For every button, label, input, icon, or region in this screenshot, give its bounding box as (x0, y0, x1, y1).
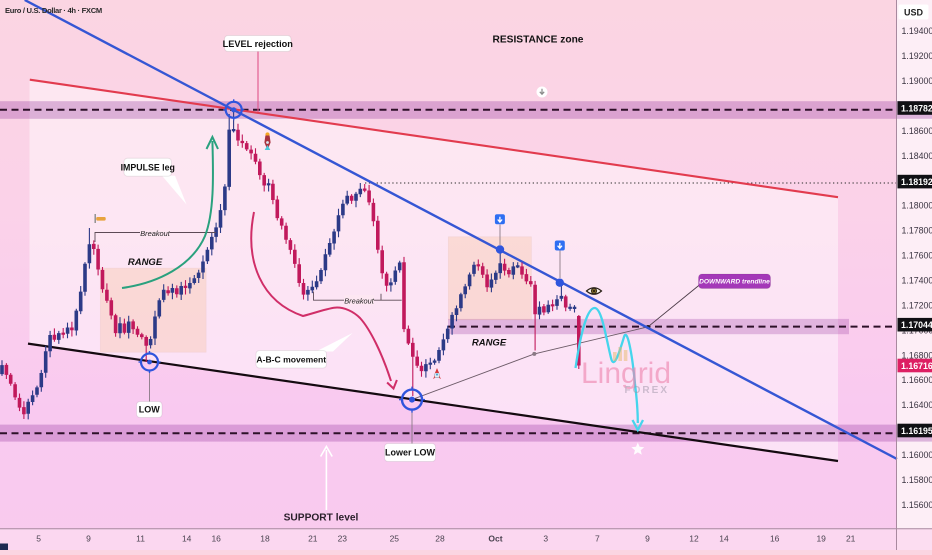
svg-text:1.16716: 1.16716 (901, 361, 932, 371)
svg-text:1.16195: 1.16195 (901, 426, 932, 436)
svg-text:16: 16 (211, 534, 221, 544)
svg-text:1.19200: 1.19200 (902, 51, 932, 61)
svg-text:RANGE: RANGE (128, 257, 163, 268)
svg-text:LOW: LOW (139, 405, 160, 415)
svg-text:Euro / U.S. Dollar · 4h · FXCM: Euro / U.S. Dollar · 4h · FXCM (5, 6, 102, 15)
svg-text:IMPULSE leg: IMPULSE leg (121, 162, 175, 172)
svg-text:Lower LOW: Lower LOW (385, 448, 436, 458)
svg-text:1.19000: 1.19000 (902, 76, 932, 86)
svg-text:Breakout: Breakout (344, 297, 375, 306)
svg-text:12: 12 (689, 534, 699, 544)
svg-text:1.16600: 1.16600 (902, 375, 932, 385)
svg-text:Breakout: Breakout (140, 229, 171, 238)
svg-text:1.17400: 1.17400 (902, 276, 932, 286)
svg-text:Oct: Oct (488, 534, 502, 544)
svg-text:1.16400: 1.16400 (902, 400, 932, 410)
svg-text:14: 14 (719, 534, 729, 544)
svg-text:1.18000: 1.18000 (902, 201, 932, 211)
svg-text:1.18782: 1.18782 (901, 103, 932, 113)
svg-text:5: 5 (36, 534, 41, 544)
svg-text:9: 9 (86, 534, 91, 544)
svg-text:1.18192: 1.18192 (901, 177, 932, 187)
svg-text:1.17044: 1.17044 (901, 320, 932, 330)
svg-text:23: 23 (338, 534, 348, 544)
svg-text:1.17600: 1.17600 (902, 251, 932, 261)
svg-text:LEVEL rejection: LEVEL rejection (223, 39, 294, 49)
svg-text:1.19400: 1.19400 (902, 26, 932, 36)
svg-text:16: 16 (770, 534, 780, 544)
svg-text:21: 21 (308, 534, 318, 544)
svg-text:3: 3 (543, 534, 548, 544)
svg-text:A-B-C movement: A-B-C movement (256, 354, 326, 364)
svg-text:28: 28 (435, 534, 445, 544)
svg-text:18: 18 (260, 534, 270, 544)
svg-text:USD: USD (904, 8, 924, 18)
svg-text:RANGE: RANGE (472, 338, 507, 349)
svg-text:9: 9 (645, 534, 650, 544)
svg-text:1.17200: 1.17200 (902, 300, 932, 310)
svg-text:7: 7 (595, 534, 600, 544)
svg-text:SUPPORT level: SUPPORT level (284, 513, 359, 524)
svg-text:1.18600: 1.18600 (902, 126, 932, 136)
svg-text:25: 25 (390, 534, 400, 544)
svg-text:FOREX: FOREX (625, 385, 669, 396)
svg-text:DOWNWARD trendline: DOWNWARD trendline (699, 279, 770, 286)
svg-text:1.15800: 1.15800 (902, 475, 932, 485)
svg-text:19: 19 (816, 534, 826, 544)
svg-text:14: 14 (182, 534, 192, 544)
svg-text:1.18400: 1.18400 (902, 151, 932, 161)
svg-text:1.15600: 1.15600 (902, 500, 932, 510)
svg-text:RESISTANCE zone: RESISTANCE zone (493, 35, 584, 46)
svg-text:11: 11 (136, 534, 145, 544)
svg-text:1.16000: 1.16000 (902, 450, 932, 460)
svg-text:1.17800: 1.17800 (902, 226, 932, 236)
svg-text:21: 21 (846, 534, 856, 544)
